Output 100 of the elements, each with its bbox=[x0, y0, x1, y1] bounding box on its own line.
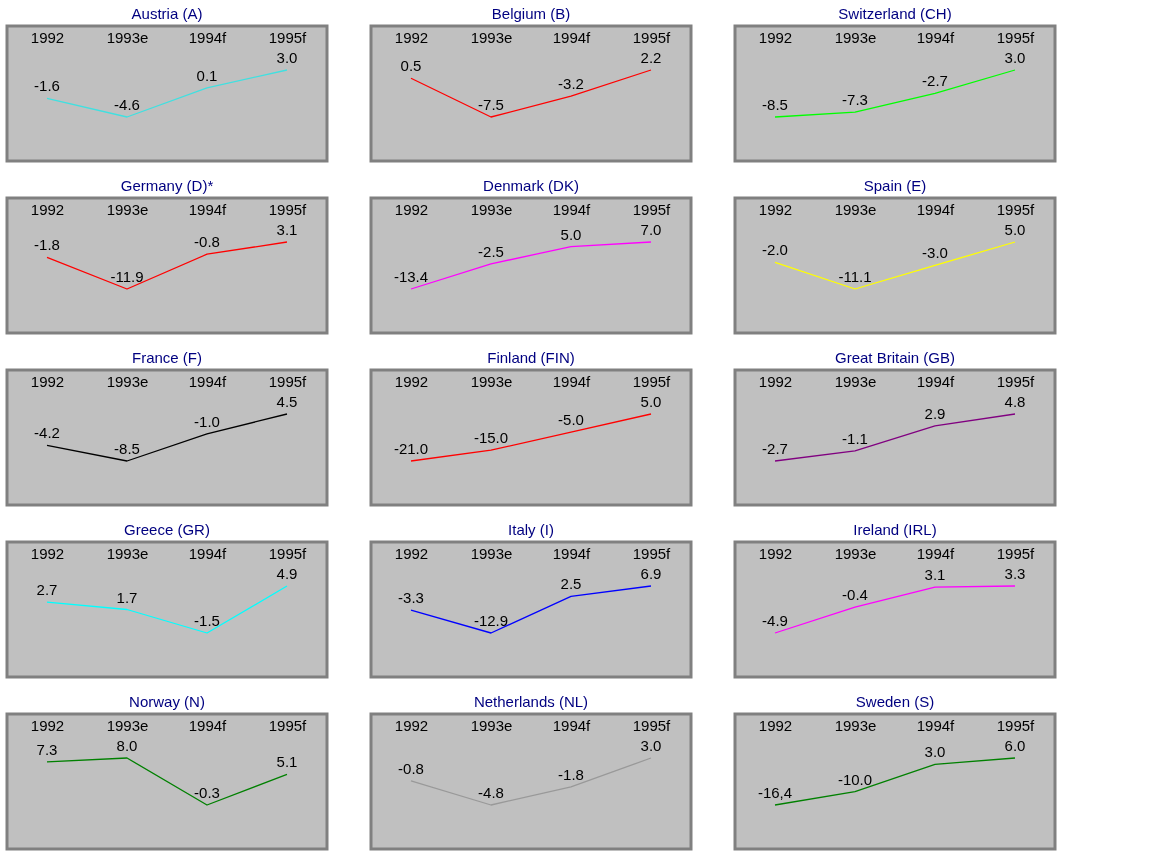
x-tick-label: 1992 bbox=[758, 372, 793, 390]
data-label: -8.5 bbox=[114, 440, 140, 457]
x-tick-label: 1995f bbox=[632, 716, 672, 734]
data-label: 3.0 bbox=[1004, 49, 1026, 66]
data-label: -4.9 bbox=[762, 612, 788, 629]
x-tick-label: 1993e bbox=[834, 200, 877, 218]
x-tick-label: 1994f bbox=[188, 372, 228, 390]
data-label: 2.5 bbox=[560, 575, 582, 593]
data-label: 4.9 bbox=[276, 565, 298, 582]
chart-title: Great Britain (GB) bbox=[834, 349, 956, 366]
x-tick-label: 1995f bbox=[268, 372, 308, 390]
x-tick-label: 1993e bbox=[834, 372, 877, 390]
data-label: -7.3 bbox=[842, 91, 868, 109]
data-label: 4.8 bbox=[1004, 393, 1026, 410]
chart-title: Ireland (IRL) bbox=[853, 521, 937, 538]
data-label: -11.9 bbox=[110, 268, 144, 285]
x-tick-label: 1992 bbox=[30, 716, 65, 734]
x-tick-label: 1992 bbox=[758, 28, 793, 46]
data-label: -16,4 bbox=[757, 784, 793, 801]
x-tick-label: 1992 bbox=[394, 716, 429, 734]
data-label: -3.0 bbox=[922, 244, 948, 262]
data-label: 3.0 bbox=[640, 737, 662, 754]
data-label: -12.9 bbox=[473, 612, 509, 629]
data-label: -4.6 bbox=[114, 96, 140, 113]
x-tick-label: 1992 bbox=[394, 544, 429, 562]
data-label: 0.1 bbox=[196, 66, 218, 84]
data-label: 4.5 bbox=[276, 393, 298, 410]
data-label: -2.0 bbox=[762, 241, 788, 259]
chart-title: Denmark (DK) bbox=[483, 177, 579, 194]
x-tick-label: 1995f bbox=[996, 716, 1036, 734]
x-tick-label: 1994f bbox=[188, 544, 228, 562]
chart-title: Germany (D)* bbox=[120, 177, 214, 194]
x-tick-label: 1995f bbox=[996, 372, 1036, 390]
x-tick-label: 1992 bbox=[758, 544, 793, 562]
data-label: 8.0 bbox=[116, 737, 138, 754]
data-label: 1.7 bbox=[116, 588, 138, 606]
chart-title: Norway (N) bbox=[129, 693, 205, 710]
x-tick-label: 1993e bbox=[470, 28, 513, 46]
chart-title: Netherlands (NL) bbox=[473, 693, 589, 710]
x-tick-label: 1995f bbox=[268, 716, 308, 734]
data-label: 3.0 bbox=[924, 743, 946, 761]
chart-title: Finland (FIN) bbox=[487, 349, 575, 366]
data-label: 5.0 bbox=[640, 393, 662, 410]
x-tick-label: 1994f bbox=[552, 200, 592, 218]
data-label: -0.3 bbox=[194, 784, 220, 801]
x-tick-label: 1992 bbox=[30, 544, 65, 562]
x-tick-label: 1995f bbox=[632, 28, 672, 46]
x-tick-label: 1994f bbox=[552, 716, 592, 734]
data-label: -13.4 bbox=[393, 268, 429, 285]
x-tick-label: 1994f bbox=[552, 544, 592, 562]
data-label: -10.0 bbox=[837, 770, 873, 788]
data-label: 7.3 bbox=[36, 740, 58, 758]
data-label: -4.2 bbox=[34, 424, 60, 442]
x-tick-label: 1995f bbox=[996, 544, 1036, 562]
x-tick-label: 1995f bbox=[268, 544, 308, 562]
chart-title: Italy (I) bbox=[508, 521, 554, 538]
x-tick-label: 1995f bbox=[996, 28, 1036, 46]
data-label: -8.5 bbox=[762, 96, 788, 113]
data-label: 3.0 bbox=[276, 49, 298, 66]
x-tick-label: 1994f bbox=[552, 372, 592, 390]
x-tick-label: 1992 bbox=[758, 200, 793, 218]
data-label: -11.1 bbox=[838, 268, 872, 285]
x-tick-label: 1992 bbox=[758, 716, 793, 734]
data-label: 3.3 bbox=[1004, 565, 1026, 582]
data-label: -1.6 bbox=[34, 77, 60, 95]
x-tick-label: 1993e bbox=[106, 372, 149, 390]
data-label: -0.8 bbox=[194, 233, 220, 251]
data-label: -2.7 bbox=[762, 440, 788, 457]
data-label: 2.7 bbox=[36, 581, 58, 599]
data-label: -4.8 bbox=[478, 784, 504, 801]
x-tick-label: 1993e bbox=[470, 716, 513, 734]
x-tick-label: 1992 bbox=[30, 200, 65, 218]
x-tick-label: 1995f bbox=[632, 200, 672, 218]
data-label: -1.5 bbox=[194, 612, 220, 629]
data-label: -1.8 bbox=[34, 236, 60, 254]
data-label: -3.2 bbox=[558, 75, 584, 93]
chart-title: Austria (A) bbox=[131, 5, 203, 22]
chart-title: Spain (E) bbox=[863, 177, 927, 194]
x-tick-label: 1994f bbox=[188, 716, 228, 734]
data-label: -7.5 bbox=[478, 96, 504, 113]
x-tick-label: 1995f bbox=[268, 200, 308, 218]
x-tick-label: 1993e bbox=[106, 28, 149, 46]
data-label: -3.3 bbox=[398, 589, 424, 607]
x-tick-label: 1995f bbox=[632, 372, 672, 390]
x-tick-label: 1992 bbox=[30, 28, 65, 46]
x-tick-label: 1993e bbox=[834, 716, 877, 734]
data-label: 5.0 bbox=[1004, 221, 1026, 238]
x-tick-label: 1994f bbox=[916, 28, 956, 46]
data-label: 6.0 bbox=[1004, 737, 1026, 754]
x-tick-label: 1993e bbox=[106, 544, 149, 562]
data-label: -1.0 bbox=[194, 412, 220, 430]
data-label: 2.9 bbox=[924, 404, 946, 422]
x-tick-label: 1992 bbox=[394, 200, 429, 218]
chart-title: Sweden (S) bbox=[855, 693, 935, 710]
data-label: -1.8 bbox=[558, 765, 584, 783]
data-label: 0.5 bbox=[400, 57, 422, 75]
x-tick-label: 1993e bbox=[834, 544, 877, 562]
x-tick-label: 1994f bbox=[916, 716, 956, 734]
x-tick-label: 1993e bbox=[106, 200, 149, 218]
x-tick-label: 1994f bbox=[916, 544, 956, 562]
